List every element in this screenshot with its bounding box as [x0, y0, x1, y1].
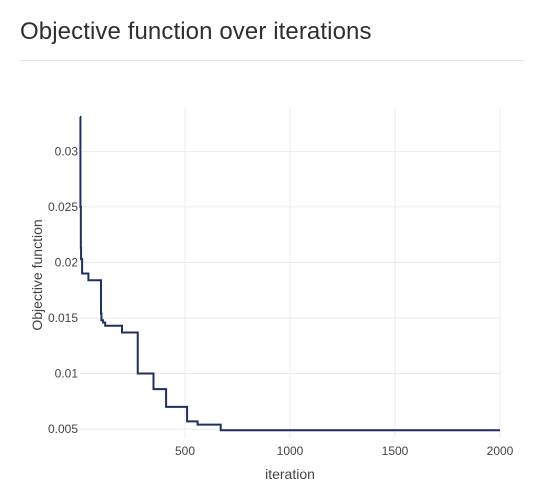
y-axis-title: Objective function — [29, 219, 45, 330]
objective-series-line — [79, 115, 500, 432]
x-axis-title: iteration — [265, 466, 315, 482]
y-tick-label: 0.015 — [48, 311, 78, 325]
chart-grid — [80, 108, 501, 438]
y-tick-label: 0.02 — [55, 255, 79, 269]
y-tick-label: 0.01 — [55, 367, 79, 381]
y-tick-label: 0.005 — [48, 422, 78, 436]
y-tick-label: 0.025 — [48, 200, 78, 214]
y-tick-label: 0.03 — [55, 144, 79, 158]
title-divider — [20, 60, 524, 61]
x-tick-label: 2000 — [487, 444, 514, 458]
y-axis-ticks: 0.005 0.01 0.015 0.02 0.025 0.03 — [48, 144, 78, 436]
x-tick-label: 1000 — [277, 444, 304, 458]
page-title: Objective function over iterations — [20, 18, 372, 45]
x-axis-ticks: 500 1000 1500 2000 — [175, 444, 514, 458]
x-tick-label: 1500 — [382, 444, 409, 458]
x-tick-label: 500 — [175, 444, 195, 458]
